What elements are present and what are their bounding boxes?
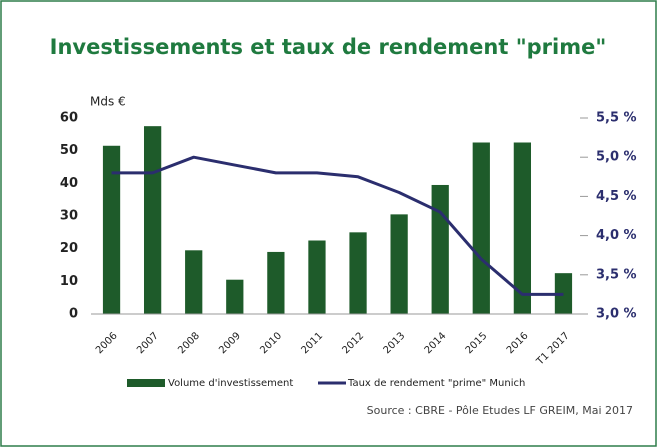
- y-tick-label: 50: [60, 143, 78, 158]
- bar: [308, 240, 326, 314]
- bar: [513, 142, 532, 314]
- bar: [472, 142, 490, 314]
- bar: [267, 251, 285, 314]
- line: [111, 155, 564, 296]
- y2-tick-label: 4,0 %: [596, 228, 637, 243]
- bar: [431, 184, 449, 314]
- y-tick-label: 10: [60, 274, 78, 289]
- y-tick-label: 20: [60, 241, 78, 256]
- legend-label: Taux de rendement "prime" Munich: [347, 378, 525, 389]
- y-tick-label: 40: [60, 176, 78, 191]
- bar: [390, 214, 408, 314]
- bar: [102, 145, 121, 314]
- bar: [143, 126, 162, 315]
- y-axis-label: Mds €: [90, 95, 126, 109]
- bar: [349, 232, 367, 314]
- legend-label: Volume d'investissement: [168, 378, 293, 389]
- y2-tick-label: 4,5 %: [596, 189, 637, 204]
- bar: [226, 279, 244, 314]
- bar: [185, 250, 203, 314]
- y-tick-label: 60: [60, 111, 78, 126]
- chart-title: Investissements et taux de rendement "pr…: [50, 35, 607, 59]
- y2-tick-label: 3,5 %: [596, 267, 637, 282]
- y-tick-label: 0: [69, 307, 78, 322]
- source: Source : CBRE - Pôle Etudes LF GREIM, Ma…: [367, 404, 633, 417]
- y2-tick-label: 3,0 %: [596, 307, 637, 322]
- y2-tick-label: 5,0 %: [596, 150, 637, 165]
- legend-swatch: [127, 379, 165, 387]
- y-tick-label: 30: [60, 209, 78, 224]
- y2-tick-label: 5,5 %: [596, 111, 637, 126]
